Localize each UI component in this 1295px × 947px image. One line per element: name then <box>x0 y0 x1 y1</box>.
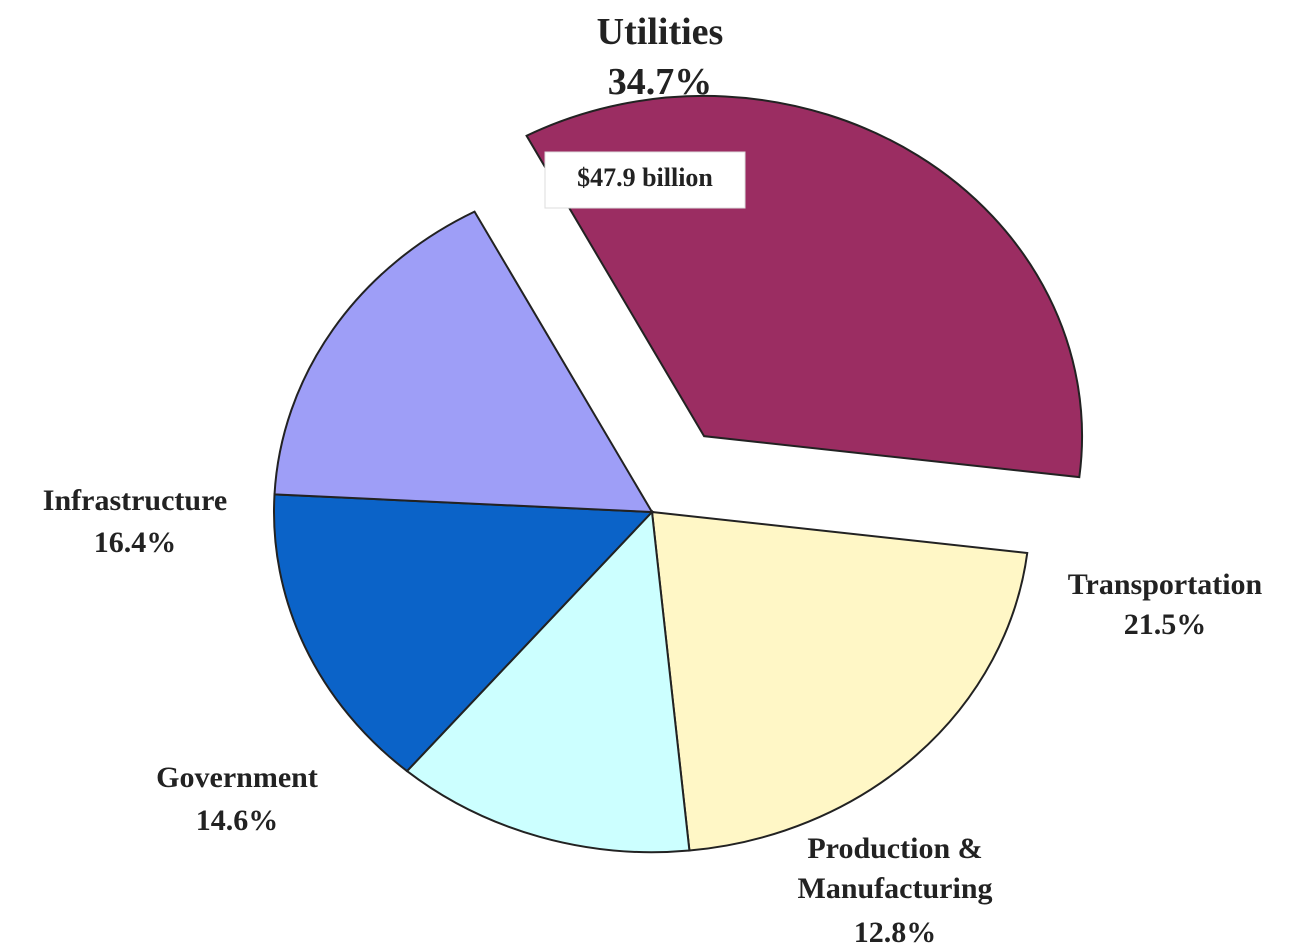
pie-slice-infrastructure <box>273 210 654 514</box>
pie-slice-production-manufacturing <box>405 509 691 854</box>
production-name-label-line1: Production & <box>807 832 982 865</box>
infrastructure-percent-label: 16.4% <box>94 526 177 559</box>
production-percent-label: 12.8% <box>854 916 937 947</box>
government-percent-label: 14.6% <box>196 804 279 837</box>
infrastructure-name-label: Infrastructure <box>43 484 227 517</box>
pie-slice-government <box>273 493 655 773</box>
utilities-name-label: Utilities <box>597 11 724 53</box>
transportation-percent-label: 21.5% <box>1124 608 1207 641</box>
pie-slices <box>273 95 1084 854</box>
utilities-callout-box <box>544 151 746 209</box>
government-name-label: Government <box>156 761 318 794</box>
production-name-label-line2: Manufacturing <box>798 872 993 905</box>
utilities-value-label: $47.9 billion <box>577 163 713 192</box>
transportation-name-label: Transportation <box>1068 568 1263 601</box>
utilities-percent-label: 34.7% <box>608 61 713 103</box>
utilities-callout: $47.9 billion <box>544 151 746 209</box>
pie-slice-transportation <box>650 510 1029 852</box>
